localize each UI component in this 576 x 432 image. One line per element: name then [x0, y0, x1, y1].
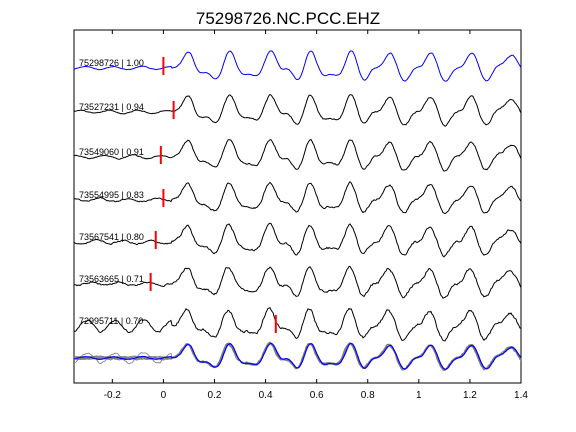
trace-label: 73527231 | 0.94: [79, 102, 144, 112]
trace-row: 73567541 | 0.80: [73, 222, 522, 258]
trace-row: 73549060 | 0.91: [74, 138, 522, 172]
waveform-trace: [74, 138, 522, 172]
x-tick-label: 1.2: [463, 390, 477, 401]
waveform-trace: [73, 265, 522, 299]
overlay-stack: [73, 341, 522, 372]
trace-row: 73527231 | 0.94: [73, 93, 522, 127]
trace-label: 73563665 | 0.71: [79, 274, 144, 284]
trace-label: 73567541 | 0.80: [79, 232, 144, 242]
trace-label: 72995711 | 0.70: [79, 316, 143, 326]
x-tick-label: 1.4: [514, 390, 528, 401]
overlay-trace: [73, 341, 522, 370]
reference-waveform: [73, 50, 522, 82]
waveform-trace: [73, 222, 522, 258]
x-axis: -0.2 0 0.2 0.4 0.6 0.8 1 1.2 1.4: [104, 30, 528, 401]
trace-label: 75298726 | 1.00: [79, 58, 144, 68]
x-tick-label: 0: [161, 390, 167, 401]
waveform-trace: [73, 307, 522, 342]
trace-row: 75298726 | 1.00: [73, 50, 522, 82]
waveform-trace: [73, 180, 522, 215]
trace-label: 73554995 | 0.83: [79, 190, 144, 200]
x-tick-label: 0.2: [208, 390, 222, 401]
x-tick-label: 0.8: [361, 390, 375, 401]
traces-layer: 75298726 | 1.00 73527231 | 0.94 73549060 |…: [73, 50, 522, 342]
waveform-trace: [73, 93, 522, 127]
x-tick-label: -0.2: [104, 390, 122, 401]
x-tick-label: 0.6: [310, 390, 324, 401]
trace-label: 73549060 | 0.91: [79, 147, 144, 157]
plot-frame: [73, 29, 522, 384]
trace-row: 72995711 | 0.70: [73, 307, 522, 342]
x-tick-label: 1: [416, 390, 422, 401]
x-tick-label: 0.4: [259, 390, 273, 401]
chart-title: 75298726.NC.PCC.EHZ: [196, 9, 380, 28]
trace-row: 73563665 | 0.71: [73, 265, 522, 299]
overlay-reference-trace: [73, 342, 522, 370]
trace-row: 73554995 | 0.83: [73, 180, 522, 215]
